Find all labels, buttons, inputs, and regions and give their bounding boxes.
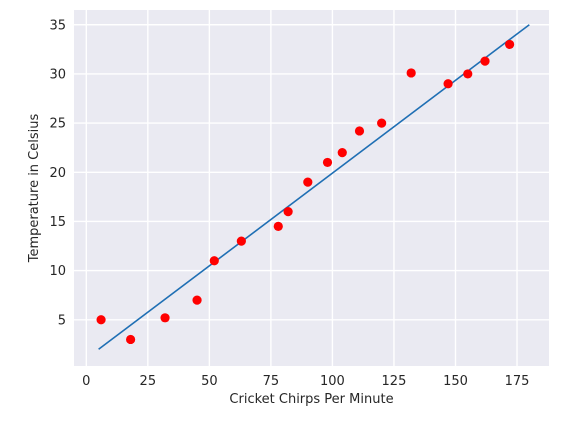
data-point [160, 313, 170, 323]
data-point [463, 69, 473, 79]
y-tick-label: 10 [49, 264, 66, 279]
data-point [337, 147, 347, 158]
grid-lines [74, 10, 549, 366]
fit-line-group [98, 24, 530, 350]
x-axis-label: Cricket Chirps Per Minute [229, 392, 393, 407]
tick-labels: 0 25 50 75 100 125 150 175 5 10 15 20 25 30 35 [49, 18, 529, 389]
y-tick-label: 15 [49, 215, 66, 230]
y-tick-label: 35 [49, 18, 66, 33]
y-tick-label: 5 [58, 313, 66, 328]
data-point [236, 236, 246, 246]
data-point [192, 295, 202, 305]
data-point [505, 39, 515, 50]
data-point [354, 126, 365, 136]
data-point [480, 56, 490, 66]
x-tick-label: 50 [201, 374, 218, 389]
x-tick-label: 100 [320, 374, 345, 389]
data-point [209, 256, 219, 266]
y-tick-label: 20 [49, 166, 66, 181]
data-point [283, 207, 293, 217]
data-point [126, 334, 136, 345]
data-point [96, 315, 106, 325]
x-tick-label: 175 [505, 374, 530, 389]
x-tick-label: 150 [443, 374, 468, 389]
y-axis-label: Temperature in Celsius [27, 114, 42, 264]
y-tick-label: 30 [49, 67, 66, 82]
x-tick-label: 75 [263, 374, 280, 389]
y-tick-label: 25 [49, 117, 66, 132]
data-point [406, 68, 416, 78]
x-tick-label: 125 [382, 374, 407, 389]
data-points [96, 39, 515, 345]
data-point [443, 79, 453, 89]
fit-line [98, 24, 530, 350]
data-point [377, 118, 387, 128]
data-point [322, 157, 333, 168]
x-tick-label: 25 [140, 374, 157, 389]
data-point [273, 221, 283, 231]
x-tick-label: 0 [82, 374, 90, 389]
data-point [303, 177, 313, 187]
